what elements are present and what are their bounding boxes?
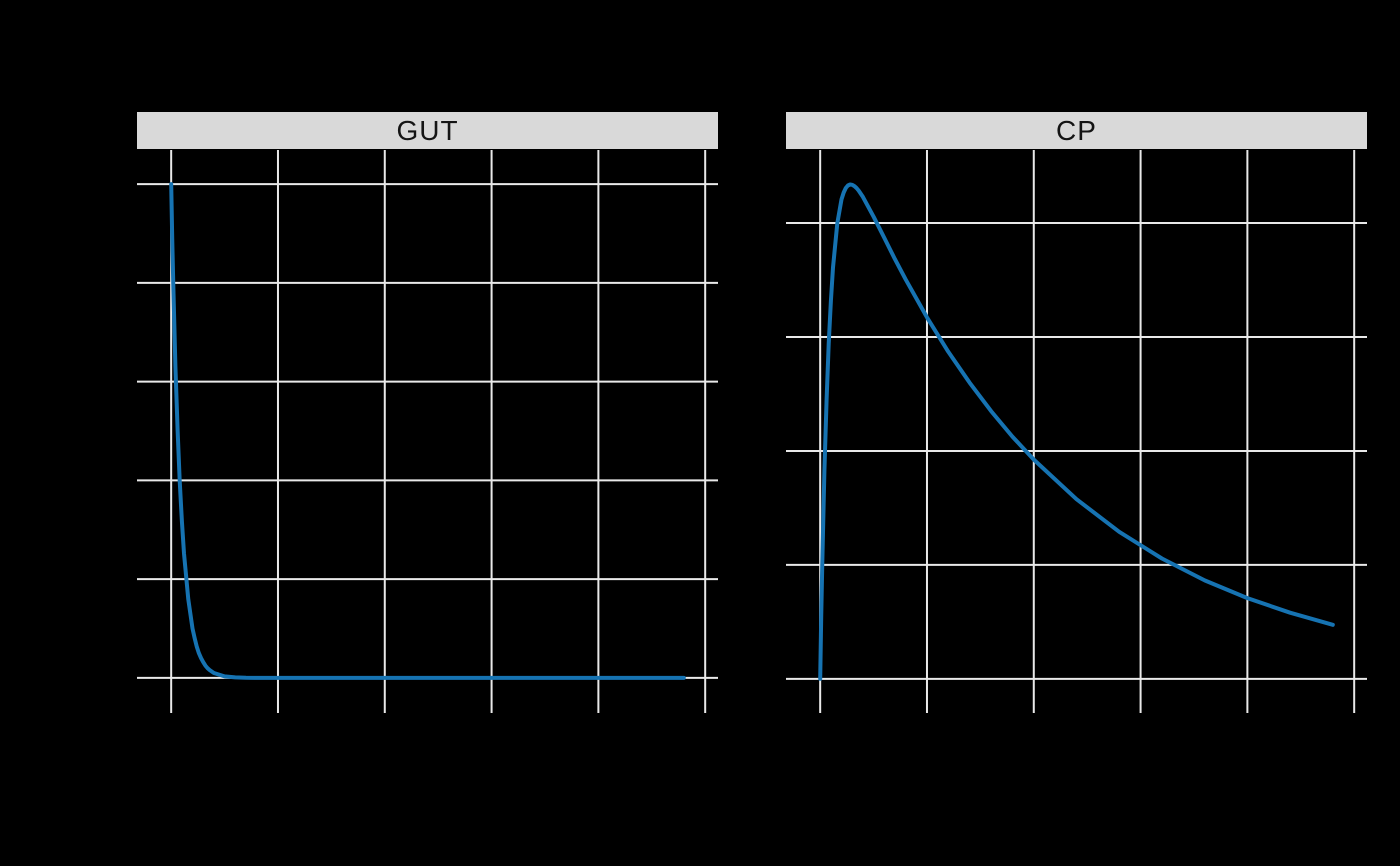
gut-panel-plot xyxy=(137,150,718,713)
facet-strip-gut: GUT xyxy=(137,112,718,149)
facet-strip-gut-label: GUT xyxy=(396,114,459,146)
facet-strip-cp: CP xyxy=(786,112,1367,149)
gut-series-line xyxy=(169,182,686,680)
facet-strip-cp-label: CP xyxy=(1056,114,1097,146)
cp-panel-plot xyxy=(786,150,1367,713)
cp-series-line xyxy=(818,182,1335,681)
